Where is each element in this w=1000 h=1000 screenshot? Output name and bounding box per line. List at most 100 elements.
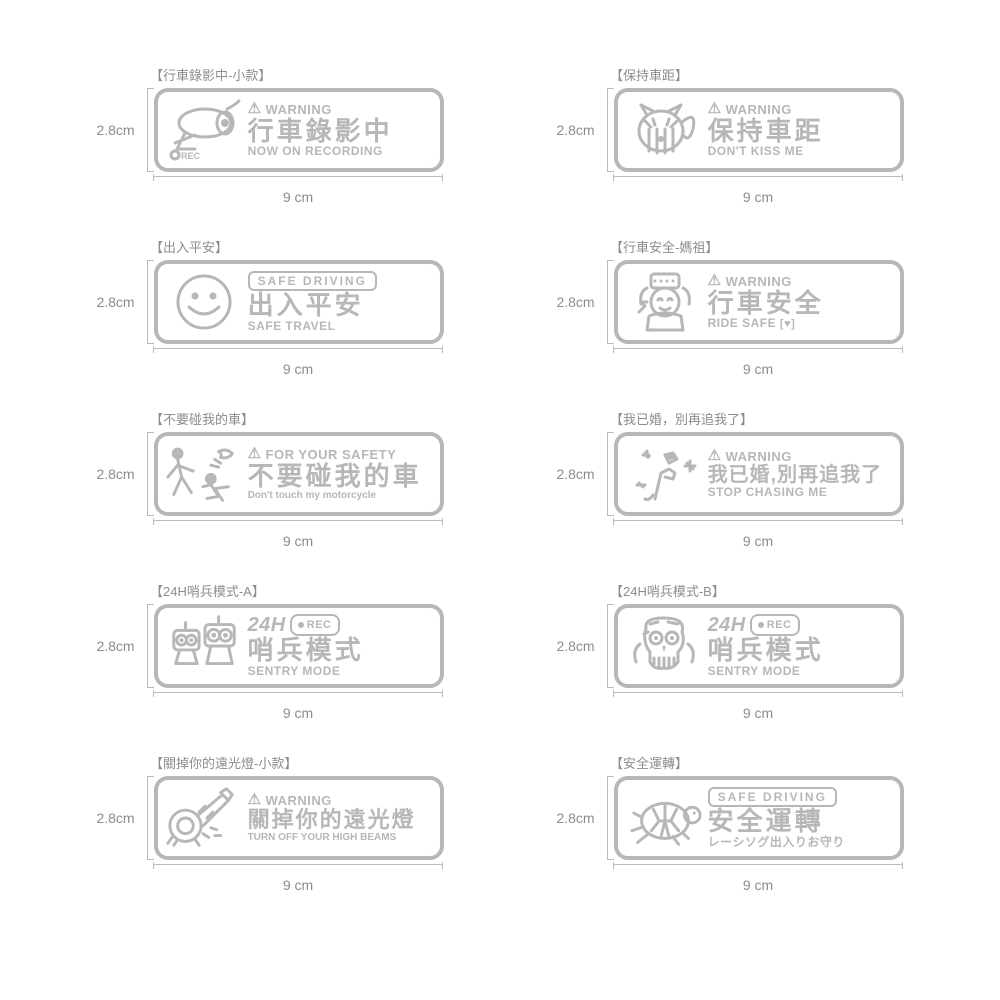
line2: 出入平安 bbox=[248, 291, 364, 320]
width-label: 9 cm bbox=[283, 533, 313, 549]
height-label: 2.8cm bbox=[556, 294, 594, 310]
height-bracket bbox=[147, 604, 148, 688]
line2: 哨兵模式 bbox=[708, 636, 824, 665]
sticker-safe-travel: 【出入平安】 2.8cm SAFE DRIVING 出入平安 SAFE TRAV… bbox=[60, 237, 480, 377]
sticker-title: 【我已婚，別再追我了】 bbox=[610, 409, 753, 428]
sticker-text: ⚠WARNING 保持車距 DON'T KISS ME bbox=[704, 102, 892, 159]
camera-icon: REC bbox=[164, 97, 244, 163]
sticker-safe-turtle: 【安全運轉】 2.8cm SAFE DRIVING 安全運轉 レーシソグ出入りお… bbox=[520, 753, 940, 893]
sticker-body: ⚠WARNING 行車安全 RIDE SAFE [♥] bbox=[614, 260, 904, 344]
line3: TURN OFF YOUR HIGH BEAMS bbox=[248, 832, 397, 843]
line1: ⚠WARNING bbox=[708, 449, 792, 464]
sticker-body: 24H REC 哨兵模式 SENTRY MODE bbox=[154, 604, 444, 688]
line2: 行車安全 bbox=[708, 289, 824, 318]
height-bracket bbox=[607, 776, 608, 860]
width-bracket bbox=[153, 864, 443, 871]
sticker-body: REC ⚠WARNING 行車錄影中 NOW ON RECORDING bbox=[154, 88, 444, 172]
width-label: 9 cm bbox=[743, 533, 773, 549]
sticker-body: SAFE DRIVING 出入平安 SAFE TRAVEL bbox=[154, 260, 444, 344]
line3: SAFE TRAVEL bbox=[248, 320, 336, 333]
width-bracket bbox=[613, 520, 903, 527]
sticker-title: 【行車安全-媽祖】 bbox=[610, 237, 718, 256]
sticker-title: 【行車錄影中-小款】 bbox=[150, 65, 271, 84]
sticker-title: 【24H哨兵模式-A】 bbox=[150, 581, 265, 600]
sticker-dont-touch: 【不要碰我的車】 2.8cm ⚠FOR YOUR SAFETY 不要碰我的車 D… bbox=[60, 409, 480, 549]
warning-icon: ⚠ bbox=[708, 273, 722, 288]
sticker-title: 【不要碰我的車】 bbox=[150, 409, 254, 428]
sticker-body: ⚠WARNING 我已婚,別再追我了 STOP CHASING ME bbox=[614, 432, 904, 516]
sticker-body: ⚠WARNING 關掉你的遠光燈 TURN OFF YOUR HIGH BEAM… bbox=[154, 776, 444, 860]
height-label: 2.8cm bbox=[96, 638, 134, 654]
line1: 24H REC bbox=[708, 614, 800, 636]
sticker-married: 【我已婚，別再追我了】 2.8cm ⚠WARNING 我已婚,別再追我了 STO… bbox=[520, 409, 940, 549]
height-bracket bbox=[147, 776, 148, 860]
width-bracket bbox=[153, 176, 443, 183]
width-bracket bbox=[613, 864, 903, 871]
line3: DON'T KISS ME bbox=[708, 145, 804, 158]
sticker-ride-safe-mazu: 【行車安全-媽祖】 2.8cm ⚠WARNING 行車安全 RI bbox=[520, 237, 940, 377]
line2: 保持車距 bbox=[708, 117, 824, 146]
height-bracket bbox=[147, 88, 148, 172]
sticker-title: 【24H哨兵模式-B】 bbox=[610, 581, 725, 600]
line2: 安全運轉 bbox=[708, 807, 824, 836]
height-bracket bbox=[607, 432, 608, 516]
line3: Don't touch my motorcycle bbox=[248, 490, 377, 501]
sticker-text: ⚠FOR YOUR SAFETY 不要碰我的車 Don't touch my m… bbox=[244, 447, 432, 502]
sticker-text: SAFE DRIVING 安全運轉 レーシソグ出入りお守り bbox=[704, 787, 892, 849]
height-bracket bbox=[147, 432, 148, 516]
warning-icon: ⚠ bbox=[248, 792, 262, 807]
sticker-high-beam: 【關掉你的遠光燈-小款】 2.8cm ⚠WARNING 關掉你的遠光燈 TURN bbox=[60, 753, 480, 893]
sticker-title: 【出入平安】 bbox=[150, 237, 228, 256]
height-label: 2.8cm bbox=[556, 122, 594, 138]
sticker-body: ⚠WARNING 保持車距 DON'T KISS ME bbox=[614, 88, 904, 172]
robot-icon bbox=[164, 613, 244, 679]
sticker-text: SAFE DRIVING 出入平安 SAFE TRAVEL bbox=[244, 271, 432, 333]
sticker-body: SAFE DRIVING 安全運轉 レーシソグ出入りお守り bbox=[614, 776, 904, 860]
cat-butt-icon bbox=[624, 97, 704, 163]
line3: SENTRY MODE bbox=[248, 665, 341, 678]
sticker-rec-small: 【行車錄影中-小款】 2.8cm REC ⚠WARNING 行車錄影中 NOW … bbox=[60, 65, 480, 205]
width-bracket bbox=[613, 348, 903, 355]
line1: ⚠WARNING bbox=[708, 102, 792, 117]
high-beam-icon bbox=[164, 785, 244, 851]
line2: 哨兵模式 bbox=[248, 636, 364, 665]
height-bracket bbox=[607, 88, 608, 172]
smiley-icon bbox=[164, 269, 244, 335]
width-bracket bbox=[153, 692, 443, 699]
line1-box: SAFE DRIVING bbox=[248, 271, 377, 291]
height-label: 2.8cm bbox=[96, 810, 134, 826]
width-label: 9 cm bbox=[743, 361, 773, 377]
sticker-text: 24H REC 哨兵模式 SENTRY MODE bbox=[704, 614, 892, 678]
height-label: 2.8cm bbox=[556, 466, 594, 482]
width-label: 9 cm bbox=[743, 705, 773, 721]
width-bracket bbox=[613, 692, 903, 699]
width-bracket bbox=[613, 176, 903, 183]
mazu-icon bbox=[624, 269, 704, 335]
width-label: 9 cm bbox=[283, 877, 313, 893]
height-bracket bbox=[147, 260, 148, 344]
sticker-title: 【保持車距】 bbox=[610, 65, 688, 84]
warning-icon: ⚠ bbox=[708, 448, 722, 463]
width-bracket bbox=[153, 348, 443, 355]
ring-icon bbox=[624, 441, 704, 507]
sticker-sentry-b: 【24H哨兵模式-B】 2.8cm 24H REC 哨兵模式 bbox=[520, 581, 940, 721]
line1: ⚠WARNING bbox=[708, 274, 792, 289]
line1: ⚠WARNING bbox=[248, 793, 332, 808]
line2: 關掉你的遠光燈 bbox=[248, 808, 416, 832]
svg-text:REC: REC bbox=[181, 151, 201, 161]
width-bracket bbox=[153, 520, 443, 527]
height-label: 2.8cm bbox=[96, 122, 134, 138]
line1: 24H REC bbox=[248, 614, 340, 636]
height-label: 2.8cm bbox=[96, 294, 134, 310]
line3: レーシソグ出入りお守り bbox=[708, 836, 845, 849]
kick-icon bbox=[164, 441, 244, 507]
line1-box: SAFE DRIVING bbox=[708, 787, 837, 807]
height-bracket bbox=[607, 260, 608, 344]
width-label: 9 cm bbox=[743, 877, 773, 893]
height-label: 2.8cm bbox=[556, 810, 594, 826]
line2: 行車錄影中 bbox=[248, 117, 393, 146]
line3: STOP CHASING ME bbox=[708, 486, 828, 499]
sticker-body: ⚠FOR YOUR SAFETY 不要碰我的車 Don't touch my m… bbox=[154, 432, 444, 516]
width-label: 9 cm bbox=[283, 705, 313, 721]
sticker-grid: 【行車錄影中-小款】 2.8cm REC ⚠WARNING 行車錄影中 NOW … bbox=[0, 0, 1000, 933]
